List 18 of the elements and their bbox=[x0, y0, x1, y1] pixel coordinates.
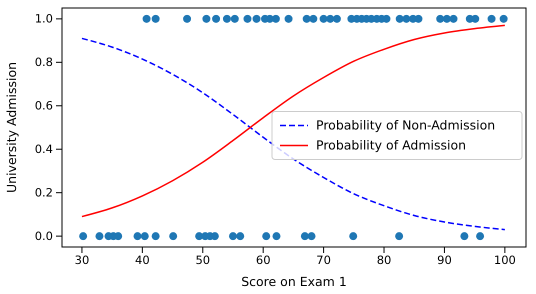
x-axis-title: Score on Exam 1 bbox=[241, 274, 347, 289]
x-tick-label: 100 bbox=[494, 253, 516, 268]
y-tick-label: 0.2 bbox=[34, 185, 53, 200]
legend-label: Probability of Admission bbox=[316, 138, 466, 152]
y-tick-label: 0.4 bbox=[34, 142, 53, 156]
x-tick-label: 90 bbox=[437, 253, 452, 268]
x-tick-label: 30 bbox=[74, 253, 90, 268]
x-tick-label: 50 bbox=[195, 253, 210, 268]
x-tick-label: 70 bbox=[316, 253, 331, 268]
y-axis-title: University Admission bbox=[4, 62, 19, 194]
y-tick-label: 1.0 bbox=[34, 12, 53, 26]
y-tick-label: 0.6 bbox=[34, 98, 53, 112]
legend-label: Probability of Non-Admission bbox=[316, 118, 496, 132]
y-tick-label: 0.0 bbox=[34, 228, 53, 243]
x-tick-label: 40 bbox=[135, 253, 150, 268]
y-tick-label: 0.8 bbox=[34, 55, 53, 69]
x-tick-label: 80 bbox=[376, 253, 392, 268]
x-tick-label: 60 bbox=[256, 253, 271, 268]
